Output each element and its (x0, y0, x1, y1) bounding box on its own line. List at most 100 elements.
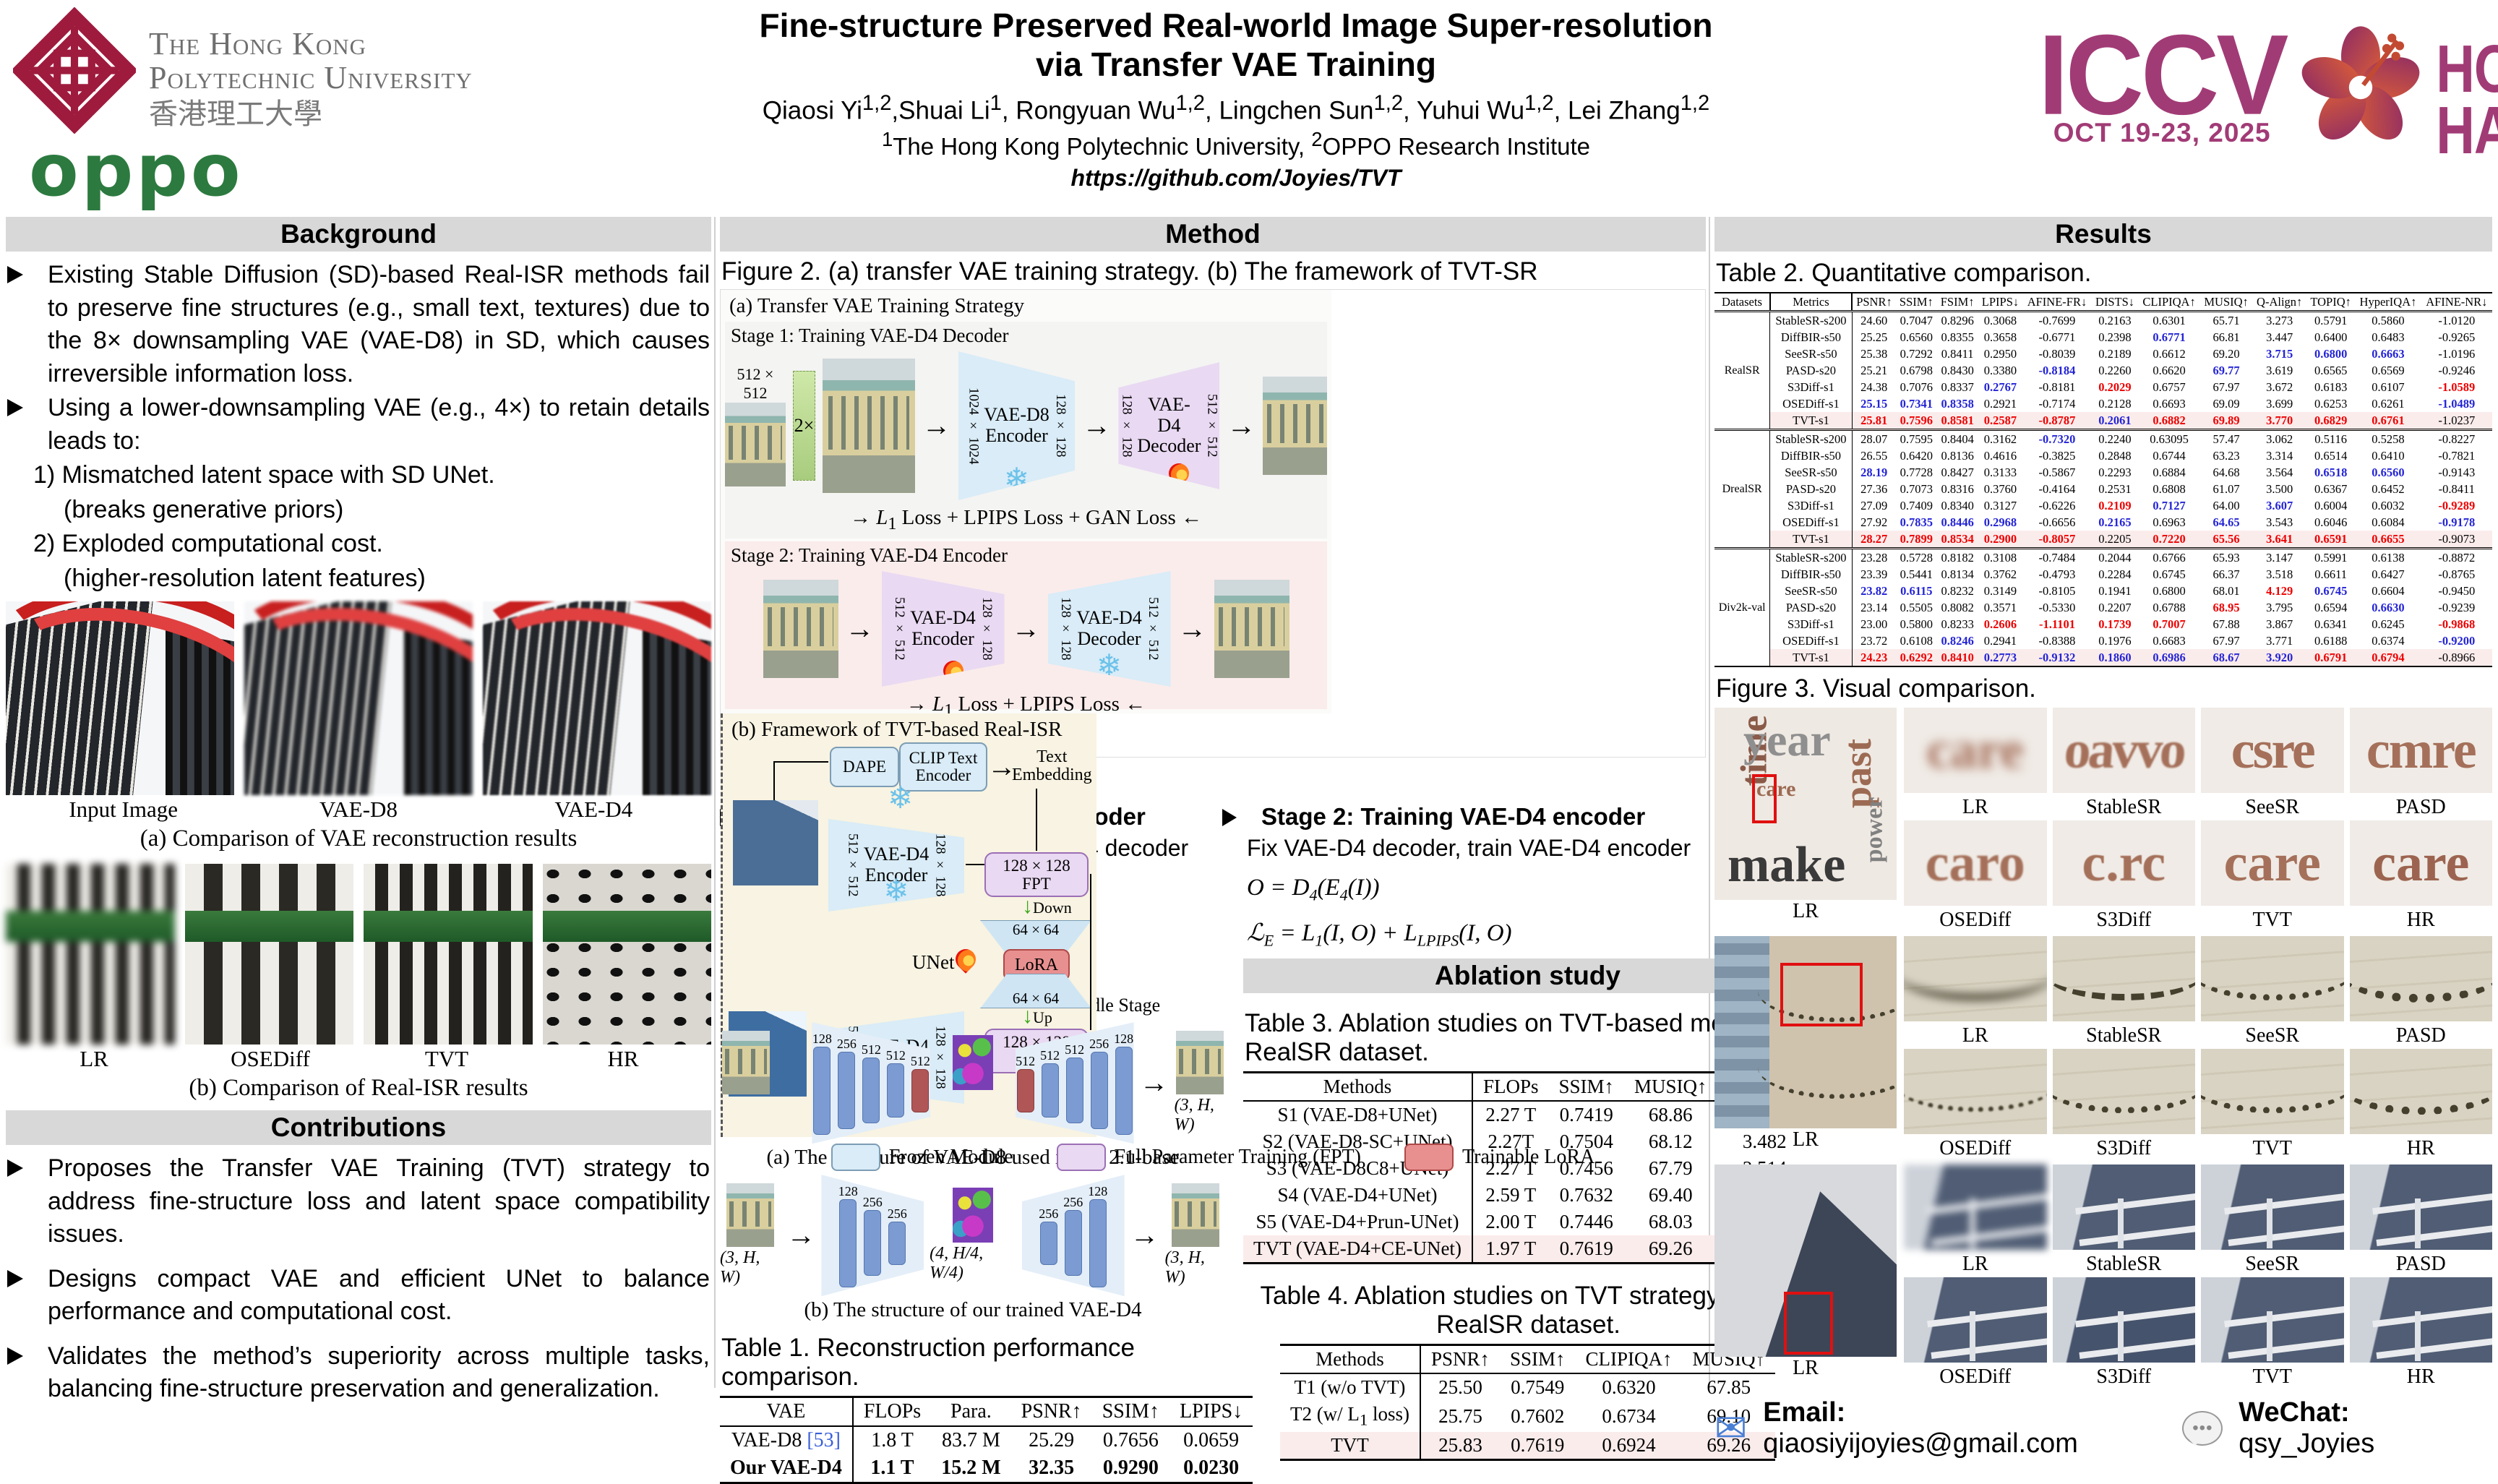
table-row: DiffBIR-s50 26.55 0.6420 0.8136 0.4616 -0.382… (1714, 447, 2492, 464)
figure3: time year make past power care LR care oavvo csre… (1714, 708, 2492, 1388)
section-heading-contributions: Contributions (6, 1110, 711, 1145)
table-row: DiffBIR-s50 23.39 0.5441 0.8134 0.3762 -0.479… (1714, 566, 2492, 583)
column-header: AFINE-NR↓ (2426, 294, 2488, 309)
wechat-icon: ••• (2182, 1411, 2223, 1446)
column-header: FSIM↑ (1940, 294, 1975, 309)
bullet-item: (breaks generative priors) (64, 495, 344, 523)
image-label: LR (1793, 1128, 1819, 1151)
flame-icon (938, 656, 968, 685)
column-header: AFINE-FR↓ (2027, 294, 2087, 309)
legend-item: Frozen Module (830, 1144, 1013, 1171)
house-image (1171, 1183, 1219, 1248)
house-image (1176, 1031, 1224, 1095)
image-label: LR (1793, 900, 1819, 922)
comparison-crop-hr: care (2349, 820, 2492, 906)
header: The Hong Kong Polytechnic University 香港理… (0, 0, 2498, 211)
column-header: TOPIQ↑ (2310, 294, 2351, 309)
vae-stage-bar: 128 (812, 1031, 832, 1135)
image-label: HR (2406, 1365, 2435, 1388)
column-header: PSNR↑ (1430, 1348, 1490, 1371)
house-output-image (1214, 580, 1289, 678)
image-label: TVT (424, 1046, 469, 1071)
image-label: LR (1793, 1357, 1819, 1379)
title-block: Fine-structure Preserved Real-world Imag… (636, 6, 1836, 192)
arrow-icon: → (987, 751, 1016, 783)
vae-reconstruction-images (6, 601, 711, 795)
wechat-label: WeChat: (2239, 1397, 2350, 1428)
arrow-icon: → (1177, 612, 1207, 645)
table-row: Div2k-val StableSR-s200 23.28 0.5728 0.8182 0… (1714, 548, 2492, 666)
table-row: TVT-s1 25.81 0.7596 0.8581 0.2587 -0.8787 0.20… (1714, 412, 2492, 430)
column-header: SSIM↑ (1899, 294, 1933, 309)
wechat-value: qsy_Joyies (2239, 1428, 2375, 1459)
table-row: SeeSR-s50 28.19 0.7728 0.8427 0.3133 -0.5867 0… (1714, 464, 2492, 481)
comparison-crop-osediff: caro (1904, 820, 2047, 906)
image-label: LR (1962, 1024, 1988, 1047)
table-row: PASD-s20 23.14 0.5505 0.8082 0.3571 -0.5330 0.… (1714, 599, 2492, 616)
comparison-crop-pasd (2349, 936, 2492, 1021)
house-image (725, 403, 786, 486)
image-label: TVT (2252, 1365, 2292, 1388)
image-label: HR (2406, 909, 2435, 931)
column-header: Q-Align↑ (2257, 294, 2303, 309)
vae-stage-bar: 256 (888, 1206, 907, 1265)
lr-image (6, 864, 175, 1045)
iccv-name: ICCV (2038, 11, 2288, 139)
table-row: SeeSR-s50 23.82 0.6115 0.8232 0.3149 -0.8105 0… (1714, 583, 2492, 599)
column-header: Methods (1243, 1072, 1473, 1102)
comparison-crop-s3diff (2052, 1049, 2195, 1134)
comparison-crop-seesr: csre (2201, 708, 2344, 793)
bullet-item: Proposes the Transfer VAE Training (TVT)… (7, 1152, 710, 1251)
image-label: PASD (2395, 796, 2446, 818)
email-value[interactable]: qiaosiyijoyies@gmail.com (1763, 1428, 2078, 1459)
upscale-2x-label: 2× (793, 371, 815, 481)
iccv-dates: OCT 19-23, 2025 (2053, 118, 2271, 148)
snowflake-icon: ❄ (1096, 648, 1123, 682)
figure-a-caption: (a) Comparison of VAE reconstruction res… (140, 825, 578, 852)
figure2a-panel: (a) Transfer VAE Training Strategy Stage… (721, 290, 1331, 720)
vae-d4-decoder: 128 × 128 VAE-D4 Decoder 512 × 512 ❄ (1047, 571, 1171, 687)
vae-d4-encoder: 512 × 512 VAE-D4 Encoder 128 × 128 ❄ (828, 819, 964, 912)
house-image (726, 1183, 775, 1248)
comparison-crop-seesr (2201, 1165, 2344, 1250)
vae-stage-bar: 128 (1088, 1184, 1107, 1287)
latent-image (953, 1188, 993, 1243)
vae-stage-bar: 256 (863, 1195, 883, 1277)
column-divider (1709, 217, 1710, 1388)
comparison-crop-pasd: cmre (2349, 708, 2492, 793)
legend-item: Full Parameter Training (FPT) (1056, 1144, 1361, 1171)
vae-d4-decoder: 128 × 128 VAE-D4 Decoder 512 × 512 (1118, 362, 1220, 489)
table-row: SeeSR-s50 25.38 0.7292 0.8411 0.2950 -0.8039 0… (1714, 346, 2492, 362)
column-header: LPIPS↓ (1180, 1400, 1243, 1423)
vae-stage-bar: 512 (886, 1048, 906, 1118)
image-label: StableSR (2086, 796, 2162, 818)
image-label: SeeSR (2245, 796, 2300, 818)
text-embedding-label: Text Embedding (1012, 747, 1092, 785)
email-icon: ✉ (1714, 1407, 1748, 1450)
oppo-logo: oppo (29, 128, 244, 213)
vae-reconstruction-labels: Input Image VAE-D8 VAE-D4 (6, 797, 711, 823)
background-bullets: Existing Stable Diffusion (SD)-based Rea… (6, 252, 711, 596)
column-header: CLIPIQA↑ (1585, 1348, 1673, 1371)
bullet-item: (higher-resolution latent features) (64, 564, 426, 592)
vae-stage-bar: 128 (838, 1184, 858, 1287)
table-row: DrealSR StableSR-s200 28.07 0.7595 0.8404 0.3… (1714, 429, 2492, 549)
legend-item: Trainable LoRA (1404, 1144, 1594, 1171)
stage1-diagram: Stage 1: Training VAE-D4 Decoder 512 × 5… (725, 322, 1327, 539)
comparison-crop-tvt (2201, 1049, 2344, 1134)
comparison-crop-seesr (2201, 936, 2344, 1021)
table-row: VAE-D8 [53] 1.8 T 83.7 M 25.29 0.7656 0.0659 (720, 1426, 1253, 1455)
image-label: OSEDiff (1939, 1365, 2012, 1388)
clip-text-encoder-box: CLIP Text Encoder (899, 742, 987, 792)
stage2-sub: Fix VAE-D4 decoder, train VAE-D4 encoder (1247, 835, 1691, 861)
github-link[interactable]: https://github.com/Joyies/TVT (1070, 165, 1402, 192)
figure-b-caption: (b) Comparison of Real-ISR results (189, 1075, 528, 1101)
vae-stage-bar: 256 (837, 1037, 857, 1129)
comparison-crop-stablesr (2052, 936, 2195, 1021)
results-column: Results Table 2. Quantitative comparison… (1714, 217, 2492, 1459)
table2: Datasets Metrics PSNR↑ SSIM↑ FSIM↑ LPIPS↓ AFIN… (1714, 292, 2492, 667)
column-header: CLIPIQA↑ (2142, 294, 2196, 309)
comparison-crop-tvt (2201, 1277, 2344, 1363)
flame-icon (951, 945, 980, 974)
poster-title-line1: Fine-structure Preserved Real-world Imag… (759, 7, 1713, 44)
